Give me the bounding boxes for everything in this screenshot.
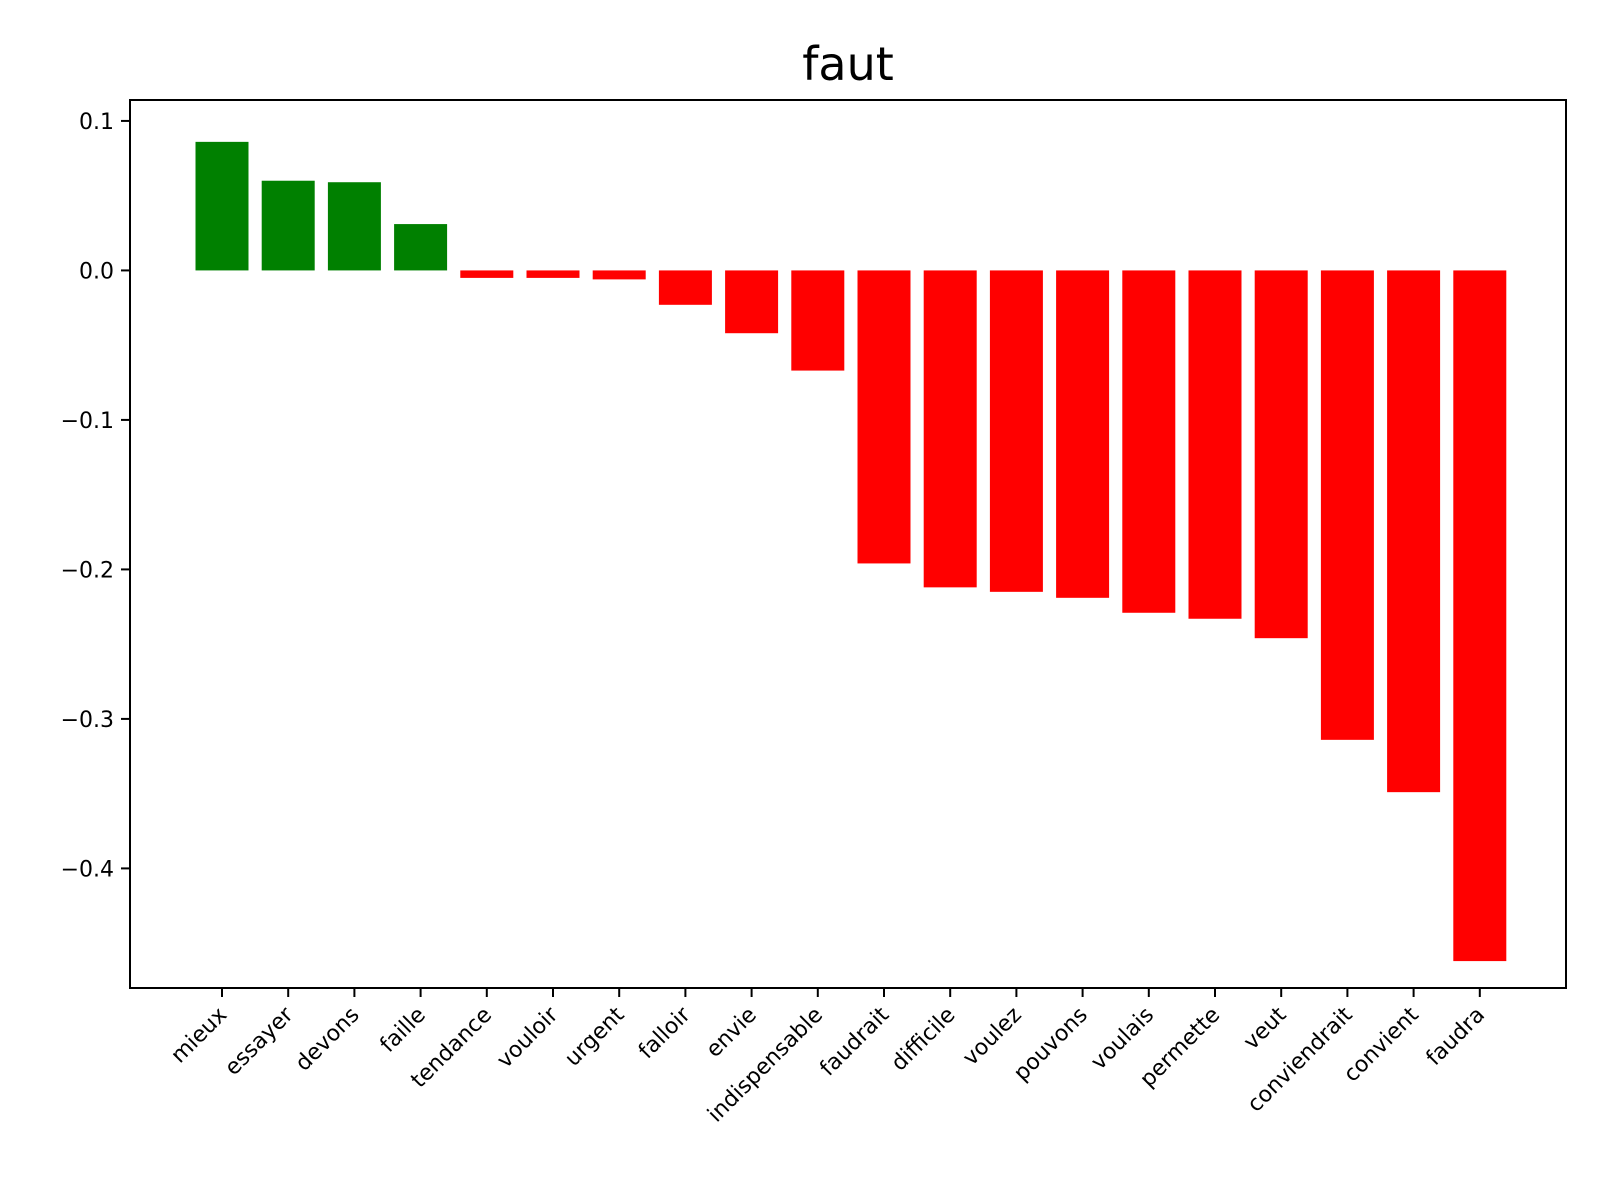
- bar-indispensable: [791, 270, 845, 371]
- bar-mieux: [195, 141, 249, 271]
- bars-group: [195, 141, 1507, 962]
- bar-pouvons: [1056, 270, 1110, 598]
- bar-voulais: [1122, 270, 1176, 613]
- y-tick-label: −0.1: [61, 409, 114, 434]
- bar-vouloir: [526, 270, 580, 278]
- x-tick-label: devons: [291, 1003, 365, 1077]
- x-tick-label: pouvons: [1009, 1003, 1093, 1087]
- bar-convient: [1387, 270, 1441, 793]
- x-tick-label: faille: [376, 1003, 431, 1058]
- x-tick-label: essayer: [220, 1002, 299, 1081]
- bar-tendance: [460, 270, 514, 278]
- y-axis: 0.1 0.0 −0.1 −0.2 −0.3 −0.4: [61, 110, 130, 882]
- x-tick-label: vouloir: [492, 1002, 563, 1073]
- x-tick-label: indispensable: [703, 1003, 828, 1128]
- bar-veut: [1254, 270, 1308, 639]
- y-tick-label: 0.0: [79, 259, 114, 284]
- bar-permette: [1188, 270, 1242, 619]
- bar-devons: [327, 182, 381, 271]
- y-tick-label: −0.2: [61, 558, 114, 583]
- x-tick-label: envie: [702, 1003, 762, 1063]
- x-tick-label: veut: [1239, 1002, 1292, 1055]
- x-tick-label: difficile: [887, 1003, 961, 1077]
- x-tick-label: faudra: [1422, 1003, 1490, 1071]
- x-tick-label: urgent: [560, 1002, 629, 1071]
- bar-faudrait: [857, 270, 911, 564]
- y-tick-label: −0.4: [61, 857, 114, 882]
- bar-falloir: [658, 270, 712, 305]
- y-tick-label: −0.3: [61, 708, 114, 733]
- bar-faille: [394, 224, 448, 271]
- chart-title: faut: [802, 37, 894, 91]
- bar-difficile: [923, 270, 977, 588]
- bar-conviendrait: [1320, 270, 1374, 740]
- bar-essayer: [261, 180, 315, 271]
- y-tick-label: 0.1: [79, 110, 114, 135]
- x-tick-label: mieux: [166, 1003, 232, 1069]
- x-tick-label: faudrait: [815, 1002, 894, 1081]
- bar-urgent: [592, 270, 646, 280]
- plot-frame: [129, 99, 1567, 989]
- x-tick-label: falloir: [634, 1002, 696, 1064]
- bar-voulez: [989, 270, 1043, 592]
- bar-faudra: [1453, 270, 1507, 962]
- bar-envie: [725, 270, 779, 334]
